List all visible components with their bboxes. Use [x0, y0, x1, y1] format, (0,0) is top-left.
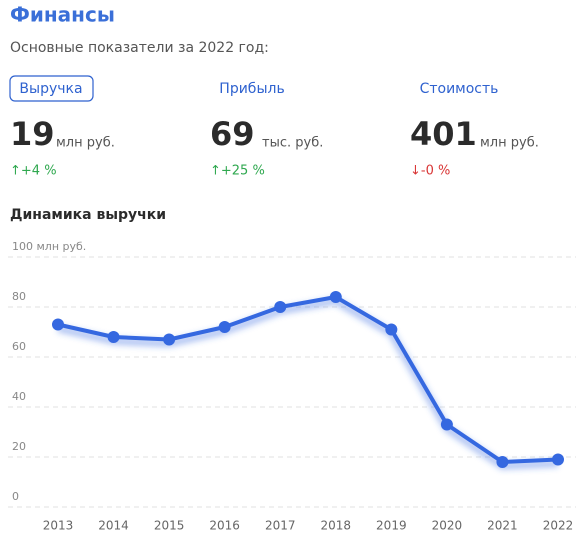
page-title: Финансы	[10, 3, 115, 27]
y-tick-label: 0	[12, 490, 19, 503]
x-tick-label: 2018	[321, 519, 352, 533]
tab[interactable]: Выручка	[19, 81, 82, 97]
point	[52, 318, 64, 331]
x-tick-label: 2017	[265, 519, 296, 533]
point	[107, 331, 120, 343]
point	[440, 418, 453, 431]
chart-title: Динамика выручки	[10, 207, 166, 223]
point	[218, 321, 231, 333]
line	[57, 295, 559, 464]
x-tick-label: 2014	[98, 519, 129, 533]
tab[interactable]: Прибыль	[219, 81, 284, 97]
y-tick-label: 40	[12, 390, 26, 403]
metric-change: ↑+4 %	[10, 164, 57, 179]
point	[163, 333, 176, 346]
x-tick-label: 2022	[543, 519, 574, 533]
x-tick-label: 2019	[376, 519, 407, 533]
x-tick-label: 2021	[487, 519, 518, 533]
y-tick-label: 60	[12, 340, 26, 353]
tab[interactable]: Стоимость	[420, 81, 499, 97]
metric-value: 19	[10, 115, 55, 153]
line-glow	[57, 296, 559, 471]
x-tick-label: 2016	[209, 519, 240, 533]
y-tick-label: 100 млн руб.	[12, 240, 86, 253]
metric-change: ↓-0 %	[410, 164, 450, 179]
subtitle: Основные показатели за 2022 год:	[10, 40, 269, 56]
metric-unit: млн руб.	[480, 136, 539, 151]
active-tab-border	[9, 75, 94, 102]
point	[385, 323, 398, 336]
metric-unit: тыс. руб.	[262, 136, 323, 151]
point	[329, 291, 342, 303]
x-tick-label: 2015	[154, 519, 185, 533]
point	[552, 453, 564, 466]
x-tick-label: 2020	[432, 519, 463, 533]
x-tick-label: 2013	[43, 519, 74, 533]
y-tick-label: 80	[12, 290, 26, 303]
chart: 0 20 40 60 80 100 млн руб. 2013 2014 2015 2016 201…	[8, 240, 576, 533]
point	[274, 301, 287, 313]
point	[496, 456, 509, 468]
metric-unit: млн руб.	[56, 136, 115, 151]
y-tick-label: 20	[12, 440, 26, 453]
metric-change: ↑+25 %	[210, 164, 265, 179]
metric-value: 401	[410, 115, 477, 153]
metric-value: 69	[210, 115, 255, 153]
